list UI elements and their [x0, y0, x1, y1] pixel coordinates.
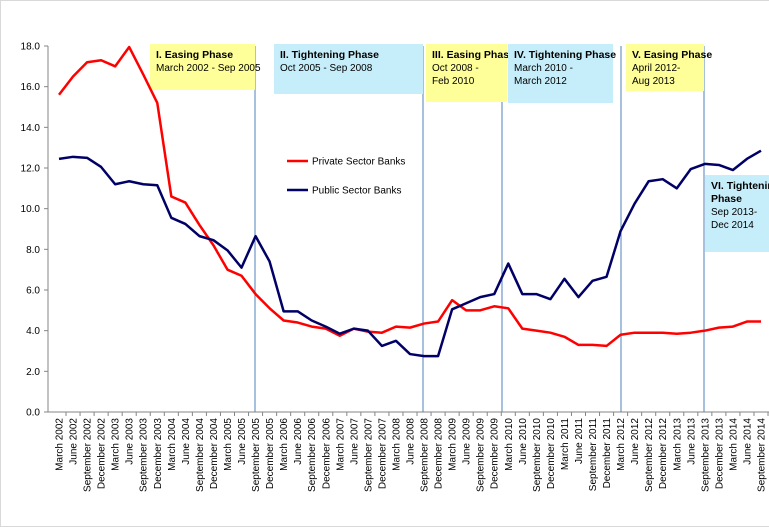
phase-title: III. Easing Phase [432, 49, 515, 61]
x-tick-label: June 2003 [125, 418, 136, 465]
x-tick-label: December 2012 [658, 418, 669, 490]
y-tick-label: 2.0 [26, 367, 40, 378]
x-tick-label: September 2005 [251, 418, 262, 492]
phase-period: April 2012- [632, 63, 680, 74]
x-tick-label: December 2006 [321, 418, 332, 490]
x-tick-label: September 2004 [195, 418, 206, 492]
phase-period: Sep 2013- [711, 207, 757, 218]
x-tick-label: March 2010 [504, 418, 515, 471]
x-tick-label: June 2005 [237, 418, 248, 465]
x-tick-label: December 2010 [546, 418, 557, 490]
x-tick-label: March 2009 [448, 418, 459, 471]
phase-box [150, 44, 255, 90]
x-tick-label: December 2004 [209, 418, 220, 490]
x-tick-label: September 2008 [420, 418, 431, 492]
phase-title-line: Phase [711, 193, 742, 205]
series-line [58, 45, 761, 348]
phase-title: IV. Tightening Phase [514, 49, 616, 61]
phase-box [274, 44, 423, 94]
legend-label: Private Sector Banks [312, 157, 405, 168]
x-tick-label: December 2003 [153, 418, 164, 490]
x-tick-label: December 2007 [377, 418, 388, 490]
x-tick-label: June 2014 [742, 418, 753, 465]
x-tick-label: March 2006 [279, 418, 290, 471]
x-tick-label: June 2010 [518, 418, 529, 465]
series-line [58, 149, 762, 358]
x-tick-label: June 2002 [69, 418, 80, 465]
x-tick-label: December 2009 [490, 418, 501, 490]
y-tick-label: 14.0 [21, 123, 41, 134]
phase-box [426, 44, 507, 102]
x-tick-label: June 2008 [406, 418, 417, 465]
x-tick-label: September 2006 [307, 418, 318, 492]
x-tick-label: September 2013 [700, 418, 711, 492]
x-tick-label: March 2004 [167, 418, 178, 471]
x-tick-label: September 2010 [532, 418, 543, 492]
x-tick-label: September 2012 [644, 418, 655, 492]
x-tick-label: September 2014 [757, 418, 768, 492]
y-tick-label: 12.0 [21, 164, 41, 175]
x-tick-label: June 2013 [686, 418, 697, 465]
y-tick-label: 8.0 [26, 245, 40, 256]
phase-box [508, 44, 613, 103]
x-tick-label: June 2007 [349, 418, 360, 465]
x-tick-label: March 2002 [55, 418, 66, 471]
y-tick-label: 10.0 [21, 204, 41, 215]
x-tick-label: December 2005 [265, 418, 276, 490]
x-tick-label: March 2014 [728, 418, 739, 471]
x-tick-label: September 2009 [476, 418, 487, 492]
x-tick-label: June 2012 [630, 418, 641, 465]
phase-period: Dec 2014 [711, 220, 754, 231]
phase-box [626, 44, 704, 91]
x-tick-label: March 2008 [391, 418, 402, 471]
phase-period: Oct 2008 - [432, 63, 479, 74]
x-tick-label: March 2013 [672, 418, 683, 471]
x-tick-label: December 2011 [602, 418, 613, 489]
phase-period: Aug 2013 [632, 76, 675, 87]
x-tick-label: December 2008 [434, 418, 445, 490]
phase-period: March 2012 [514, 76, 567, 87]
phase-title-line: VI. Tightening [711, 180, 769, 192]
x-tick-label: December 2013 [714, 418, 725, 490]
x-tick-label: March 2003 [111, 418, 122, 471]
phase-box [705, 175, 769, 252]
x-tick-label: December 2002 [97, 418, 108, 490]
x-tick-label: March 2011 [560, 418, 571, 471]
y-tick-label: 18.0 [21, 42, 41, 53]
phase-period: March 2010 - [514, 63, 573, 74]
y-tick-label: 6.0 [26, 286, 40, 297]
x-tick-label: September 2003 [139, 418, 150, 492]
phase-title: I. Easing Phase [156, 49, 233, 61]
phase-period: Feb 2010 [432, 76, 475, 87]
y-tick-label: 4.0 [26, 326, 40, 337]
x-tick-label: June 2006 [293, 418, 304, 465]
phase-title: II. Tightening Phase [280, 49, 379, 61]
legend-label: Public Sector Banks [312, 186, 402, 197]
phase-period: March 2002 - Sep 2005 [156, 63, 261, 74]
y-tick-label: 16.0 [21, 82, 41, 93]
phase-period: Oct 2005 - Sep 2008 [280, 63, 373, 74]
x-tick-label: September 2007 [363, 418, 374, 492]
y-tick-label: 0.0 [26, 408, 40, 419]
x-tick-label: September 2011 [588, 418, 599, 492]
x-tick-label: March 2005 [223, 418, 234, 471]
x-tick-label: September 2002 [83, 418, 94, 492]
x-tick-label: June 2009 [462, 418, 473, 465]
x-tick-label: March 2012 [616, 418, 627, 471]
phase-title: V. Easing Phase [632, 49, 712, 61]
x-tick-label: June 2011 [574, 418, 585, 464]
x-tick-label: June 2004 [181, 418, 192, 465]
x-tick-label: March 2007 [335, 418, 346, 471]
